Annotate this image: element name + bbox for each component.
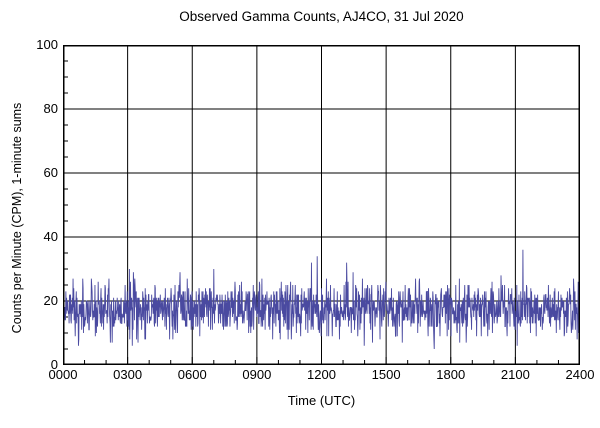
y-tick-label: 100	[36, 37, 58, 52]
chart-title: Observed Gamma Counts, AJ4CO, 31 Jul 202…	[179, 9, 464, 24]
y-tick-label: 60	[43, 165, 58, 180]
y-tick-label: 0	[50, 357, 58, 372]
y-tick-label: 80	[43, 101, 58, 116]
plot-canvas	[63, 45, 580, 365]
x-tick-label: 1500	[371, 367, 401, 382]
x-tick-label: 2400	[565, 367, 595, 382]
x-tick-label: 0000	[48, 367, 78, 382]
x-tick-label: 1200	[307, 367, 336, 382]
plot-border	[63, 45, 580, 365]
x-axis-title: Time (UTC)	[287, 393, 356, 408]
x-tick-label: 0300	[113, 367, 143, 382]
plot-area	[63, 45, 580, 365]
x-tick-label: 2100	[500, 367, 530, 382]
x-tick-label: 0900	[242, 367, 272, 382]
x-tick-label: 1800	[436, 367, 466, 382]
data-series-line	[63, 249, 580, 350]
x-tick-label: 0600	[177, 367, 207, 382]
y-tick-label: 20	[43, 293, 58, 308]
y-tick-label: 40	[43, 229, 58, 244]
